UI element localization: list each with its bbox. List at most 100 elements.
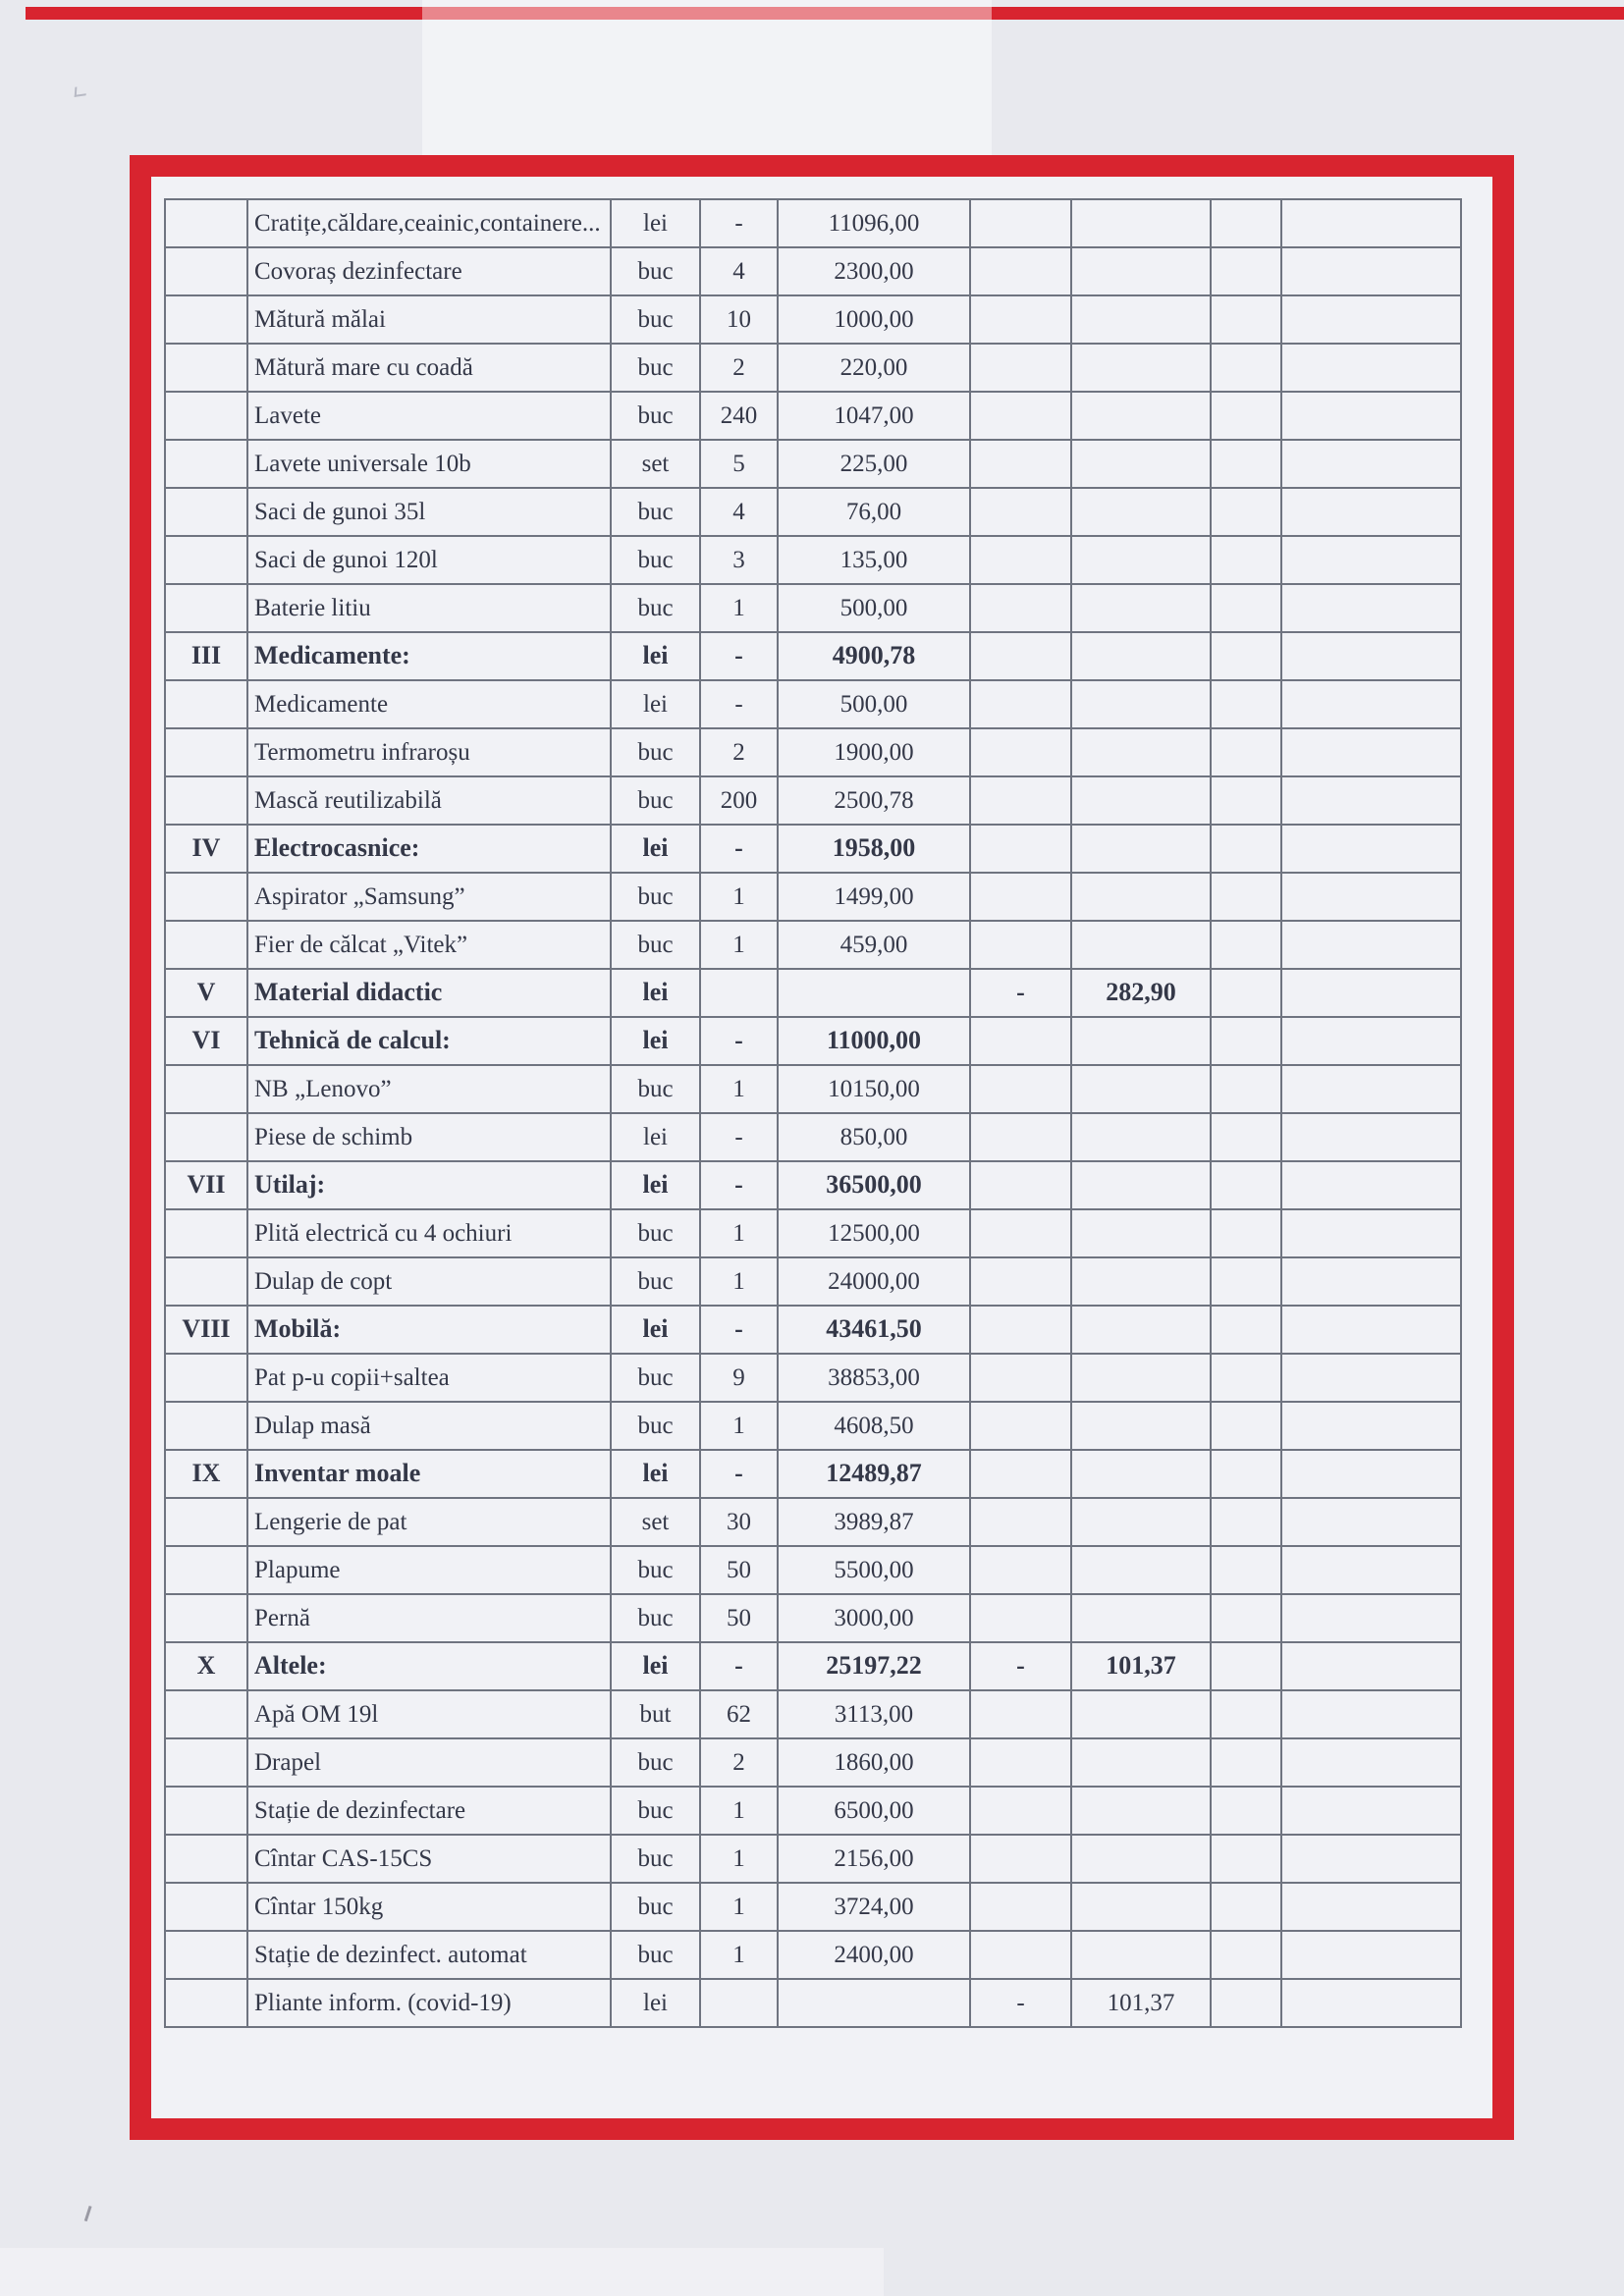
cell-unit: buc: [610, 1834, 701, 1884]
cell-section-number: [164, 1497, 248, 1547]
item-row: Fier de călcat „Vitek” buc 1 459,00: [164, 920, 1462, 970]
section-total-row: IV Electrocasnice: lei -1958,00: [164, 824, 1462, 874]
cell-item-name: Aspirator „Samsung”: [246, 872, 612, 922]
cell-empty-a: [1210, 1016, 1282, 1066]
item-row: Lavete universale 10b set 5 225,00: [164, 439, 1462, 489]
cell-dash-secondary: -: [969, 1641, 1072, 1691]
cell-amount-secondary: 101,37: [1070, 1641, 1212, 1691]
cell-quantity: 1: [699, 1401, 779, 1451]
cell-unit: lei: [610, 968, 701, 1018]
item-row: Stație de dezinfect. automat buc 1 2400,00: [164, 1930, 1462, 1980]
cell-amount-secondary: [1070, 1353, 1212, 1403]
cell-item-name: Stație de dezinfectare: [246, 1786, 612, 1836]
item-row: Termometru infraroșu buc 2 1900,00: [164, 727, 1462, 777]
cell-amount-secondary: [1070, 1593, 1212, 1643]
cell-quantity: [699, 968, 779, 1018]
cell-quantity: 10: [699, 294, 779, 345]
cell-empty-a: [1210, 1882, 1282, 1932]
cell-section-number: [164, 246, 248, 296]
cell-empty-b: [1280, 1689, 1462, 1739]
cell-empty-b: [1280, 1160, 1462, 1210]
cell-amount-main: 850,00: [777, 1112, 971, 1162]
cell-quantity: 1: [699, 920, 779, 970]
cell-empty-b: [1280, 1930, 1462, 1980]
cell-empty-a: [1210, 391, 1282, 441]
cell-amount-secondary: [1070, 1545, 1212, 1595]
cell-section-number: V: [164, 968, 248, 1018]
cell-section-number: [164, 1064, 248, 1114]
cell-empty-b: [1280, 1737, 1462, 1788]
cell-dash-secondary: [969, 1449, 1072, 1499]
cell-item-name: Medicamente:: [246, 631, 612, 681]
cell-empty-a: [1210, 1353, 1282, 1403]
item-row: Pat p-u copii+saltea buc 9 38853,00: [164, 1353, 1462, 1403]
cell-amount-secondary: [1070, 920, 1212, 970]
cell-item-name: Medicamente: [246, 679, 612, 729]
cell-empty-b: [1280, 1353, 1462, 1403]
cell-section-number: [164, 1353, 248, 1403]
cell-dash-secondary: [969, 1689, 1072, 1739]
cell-amount-secondary: [1070, 679, 1212, 729]
cell-quantity: 200: [699, 775, 779, 826]
cell-empty-b: [1280, 1978, 1462, 2028]
cell-empty-a: [1210, 631, 1282, 681]
cell-dash-secondary: [969, 920, 1072, 970]
cell-amount-secondary: [1070, 198, 1212, 248]
item-row: Cîntar CAS-15CS buc 1 2156,00: [164, 1834, 1462, 1884]
cell-empty-b: [1280, 246, 1462, 296]
item-row: Pernă buc 50 3000,00: [164, 1593, 1462, 1643]
cell-section-number: [164, 391, 248, 441]
cell-unit: but: [610, 1689, 701, 1739]
cell-section-number: [164, 487, 248, 537]
cell-dash-secondary: [969, 1256, 1072, 1307]
cell-empty-b: [1280, 631, 1462, 681]
cell-section-number: [164, 439, 248, 489]
cell-amount-main: [777, 1978, 971, 2028]
cell-quantity: 5: [699, 439, 779, 489]
cell-dash-secondary: [969, 1593, 1072, 1643]
cell-empty-b: [1280, 535, 1462, 585]
cell-quantity: -: [699, 1449, 779, 1499]
cell-amount-secondary: [1070, 1305, 1212, 1355]
cell-unit: lei: [610, 1112, 701, 1162]
item-row: Cîntar 150kg buc 1 3724,00: [164, 1882, 1462, 1932]
cell-dash-secondary: [969, 679, 1072, 729]
cell-quantity: [699, 1978, 779, 2028]
cell-dash-secondary: [969, 1305, 1072, 1355]
cell-amount-main: 135,00: [777, 535, 971, 585]
cell-dash-secondary: [969, 1016, 1072, 1066]
cell-amount-secondary: [1070, 872, 1212, 922]
cell-amount-secondary: [1070, 631, 1212, 681]
cell-item-name: Drapel: [246, 1737, 612, 1788]
cell-amount-secondary: [1070, 1064, 1212, 1114]
cell-unit: buc: [610, 1786, 701, 1836]
cell-dash-secondary: [969, 487, 1072, 537]
cell-amount-secondary: [1070, 535, 1212, 585]
item-row: Cratițe,căldare,ceainic,containere... lei…: [164, 198, 1462, 248]
cell-dash-secondary: [969, 1160, 1072, 1210]
cell-empty-b: [1280, 1401, 1462, 1451]
cell-dash-secondary: [969, 872, 1072, 922]
cell-empty-b: [1280, 1834, 1462, 1884]
cell-empty-b: [1280, 1064, 1462, 1114]
cell-amount-main: 1958,00: [777, 824, 971, 874]
cell-item-name: Apă OM 19l: [246, 1689, 612, 1739]
cell-empty-b: [1280, 1305, 1462, 1355]
cell-dash-secondary: [969, 439, 1072, 489]
cell-section-number: [164, 679, 248, 729]
cell-amount-main: 3113,00: [777, 1689, 971, 1739]
cell-quantity: 1: [699, 872, 779, 922]
cell-quantity: -: [699, 1641, 779, 1691]
section-total-row: VII Utilaj: lei -36500,00: [164, 1160, 1462, 1210]
cell-quantity: 50: [699, 1593, 779, 1643]
cell-empty-a: [1210, 824, 1282, 874]
item-row: Aspirator „Samsung” buc 1 1499,00: [164, 872, 1462, 922]
cell-amount-main: 2400,00: [777, 1930, 971, 1980]
cell-unit: lei: [610, 1449, 701, 1499]
cell-amount-main: 3989,87: [777, 1497, 971, 1547]
cell-dash-secondary: [969, 1497, 1072, 1547]
item-row: Baterie litiu buc 1 500,00: [164, 583, 1462, 633]
cell-unit: buc: [610, 1882, 701, 1932]
cell-quantity: 50: [699, 1545, 779, 1595]
cell-empty-a: [1210, 343, 1282, 393]
